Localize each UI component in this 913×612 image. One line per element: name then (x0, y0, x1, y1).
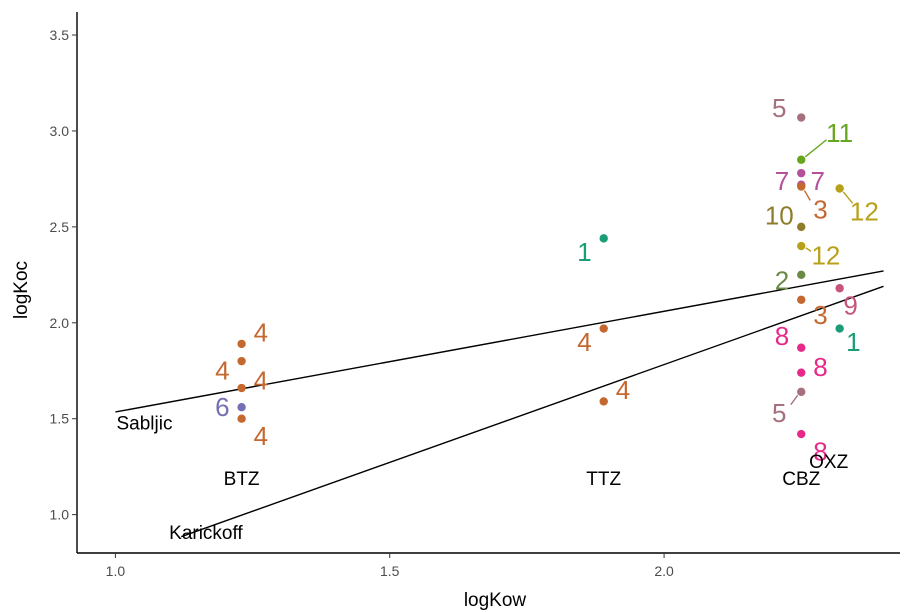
data-point (835, 184, 844, 193)
y-tick-label: 1.0 (50, 507, 70, 523)
x-tick-label: 2.0 (654, 563, 674, 579)
point-label: 5 (772, 398, 786, 428)
data-point (797, 222, 806, 232)
data-point (797, 343, 806, 352)
point-label: 4 (254, 365, 268, 395)
y-tick-label: 2.0 (50, 315, 70, 331)
label-leader (842, 191, 854, 204)
point-label: 6 (215, 392, 229, 422)
data-point (237, 414, 246, 423)
point-label: 1 (846, 327, 860, 357)
point-label: 4 (254, 317, 268, 347)
point-label: 11 (826, 118, 853, 148)
data-point (797, 241, 806, 251)
annotation-karickoff: Karickoff (169, 523, 243, 544)
data-point (599, 234, 608, 243)
point-label: 8 (813, 352, 827, 382)
label-leader (805, 247, 812, 252)
y-tick-label: 1.5 (50, 411, 70, 427)
annotation-cbz: CBZ (782, 469, 820, 490)
data-point (237, 402, 246, 412)
point-label: 12 (811, 241, 840, 271)
data-point (599, 324, 608, 333)
point-label: 8 (813, 436, 827, 466)
x-axis-title: logKow (464, 590, 527, 611)
annotation-btz: BTZ (224, 469, 260, 490)
data-point (797, 182, 806, 191)
x-tick-label: 1.0 (106, 563, 126, 579)
point-label: 5 (772, 93, 786, 123)
point-label: 8 (775, 321, 789, 351)
data-point (797, 387, 806, 397)
y-tick-label: 3.5 (50, 27, 70, 43)
point-label: 9 (843, 291, 857, 321)
point-label: 4 (254, 421, 268, 451)
annotation-oxz: OXZ (809, 452, 848, 473)
data-point (797, 155, 806, 164)
point-label: 10 (765, 200, 794, 230)
label-leader (804, 139, 827, 158)
point-label: 3 (813, 195, 827, 225)
point-label: 7 (775, 166, 789, 196)
data-point (797, 295, 806, 304)
data-point (237, 339, 246, 349)
annotation-ttz: TTZ (586, 469, 621, 490)
regression-line-sabljic (115, 270, 884, 413)
label-leader (803, 190, 811, 201)
y-axis-title: logKoc (11, 261, 32, 319)
data-point (797, 429, 806, 439)
regression-line-karickoff (181, 285, 884, 538)
point-label: 4 (616, 375, 630, 405)
data-point (797, 270, 806, 280)
data-point (599, 397, 608, 406)
label-leader (790, 394, 799, 406)
point-label: 7 (810, 166, 824, 196)
point-label: 1 (577, 237, 591, 267)
point-label: 4 (577, 327, 591, 357)
point-label: 3 (813, 300, 827, 330)
data-point (797, 368, 806, 377)
data-point (797, 168, 806, 178)
data-point (797, 113, 806, 122)
y-tick-label: 2.5 (50, 219, 70, 235)
y-tick-label: 3.0 (50, 123, 70, 139)
annotation-sabljic: Sabljic (116, 414, 172, 435)
data-point (237, 356, 246, 366)
data-point (835, 284, 844, 293)
point-label: 12 (850, 197, 879, 227)
x-tick-label: 1.5 (380, 563, 400, 579)
point-label: 2 (775, 266, 789, 296)
data-point (835, 324, 844, 333)
point-label: 4 (215, 356, 229, 386)
data-point (237, 383, 246, 393)
